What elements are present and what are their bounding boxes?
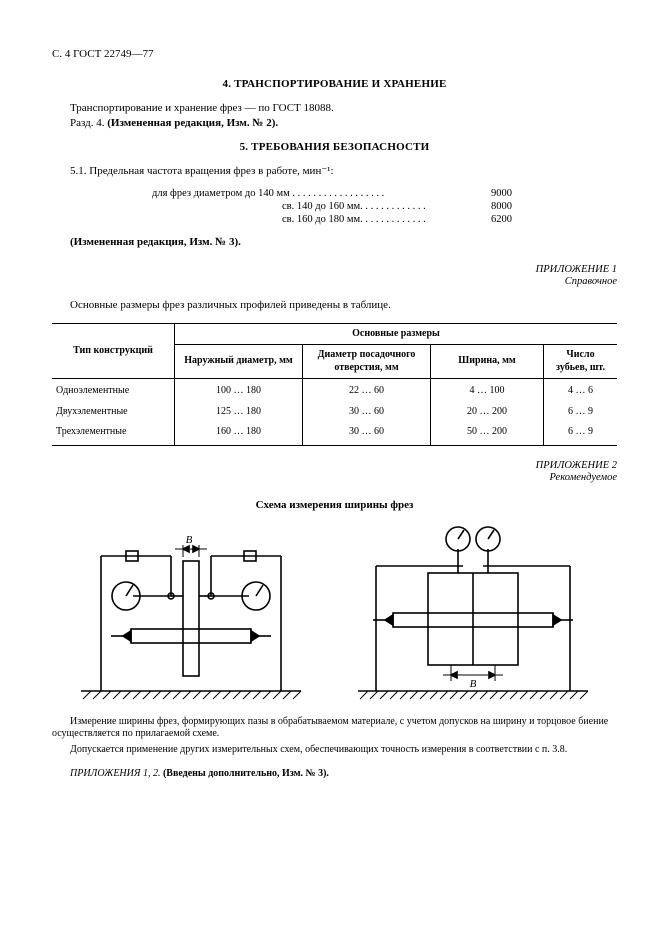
td-w-0: 4 … 100 [431, 379, 544, 402]
appendix1-title: ПРИЛОЖЕНИЕ 1 [52, 264, 617, 277]
td-z-0: 4 … 6 [544, 379, 618, 402]
freq-label-0: для фрез диаметром до 140 мм . . . . . .… [152, 187, 442, 200]
td-d-1: 125 … 180 [175, 402, 303, 423]
freq-val-0: 9000 [462, 187, 512, 200]
appendix2-p1: Измерение ширины фрез, формирующих пазы … [52, 716, 617, 741]
section4-line2a: Разд. 4. [70, 117, 107, 129]
appendix2-head: ПРИЛОЖЕНИЕ 2 Рекомендуемое [52, 460, 617, 485]
appendix1-sub: Справочное [52, 276, 617, 289]
appendix2-p3: ПРИЛОЖЕНИЯ 1, 2. (Введены дополнительно,… [52, 768, 617, 781]
th-col-3: Число зубьев, шт. [544, 345, 618, 379]
freq-label-2: св. 160 до 180 мм. . . . . . . . . . . .… [152, 213, 478, 226]
freq-val-2: 6200 [478, 213, 512, 226]
section4-line2: Разд. 4. (Измененная редакция, Изм. № 2)… [52, 117, 617, 131]
freq-val-1: 8000 [478, 200, 512, 213]
section5-changed: (Измененная редакция, Изм. № 3). [52, 236, 617, 250]
appendix2-title: ПРИЛОЖЕНИЕ 2 [52, 460, 617, 473]
diagram-a: В [71, 521, 311, 706]
page-header: С. 4 ГОСТ 22749—77 [52, 48, 617, 62]
section5-lead: 5.1. Предельная частота вращения фрез в … [52, 165, 617, 179]
section5-title: 5. ТРЕБОВАНИЯ БЕЗОПАСНОСТИ [52, 141, 617, 155]
td-w-2: 50 … 200 [431, 422, 544, 445]
appendix1-lead: Основные размеры фрез различных профилей… [52, 299, 617, 313]
appendix2-sub: Рекомендуемое [52, 472, 617, 485]
td-type-2: Трехэлементные [52, 422, 175, 445]
td-bore-0: 22 … 60 [303, 379, 431, 402]
td-z-2: 6 … 9 [544, 422, 618, 445]
appendix1-head: ПРИЛОЖЕНИЕ 1 Справочное [52, 264, 617, 289]
dim-b-b: В [470, 678, 477, 690]
appendix2-p3b: (Введены дополнительно, Изм. № 3). [163, 768, 329, 779]
td-bore-1: 30 … 60 [303, 402, 431, 423]
th-col-1: Диаметр посадочного отверстия, мм [303, 345, 431, 379]
section4-title: 4. ТРАНСПОРТИРОВАНИЕ И ХРАНЕНИЕ [52, 78, 617, 92]
td-w-1: 20 … 200 [431, 402, 544, 423]
diagram-b: В [348, 521, 598, 706]
td-d-0: 100 … 180 [175, 379, 303, 402]
diagrams: В [52, 521, 617, 706]
td-d-2: 160 … 180 [175, 422, 303, 445]
appendix2-p3a: ПРИЛОЖЕНИЯ 1, 2. [70, 768, 163, 779]
th-col-2: Ширина, мм [431, 345, 544, 379]
section4-line1: Транспортирование и хранение фрез — по Г… [52, 102, 617, 116]
th-group: Основные размеры [175, 323, 618, 345]
diagram-title: Схема измерения ширины фрез [52, 499, 617, 513]
appendix2-p2: Допускается применение других измеритель… [52, 744, 617, 757]
td-z-1: 6 … 9 [544, 402, 618, 423]
freq-label-1: св. 140 до 160 мм. . . . . . . . . . . .… [152, 200, 478, 213]
th-type: Тип конструкций [52, 323, 175, 379]
dim-b-a: В [185, 534, 192, 546]
appendix1-table: Тип конструкций Основные размеры Наружны… [52, 323, 617, 446]
td-type-0: Одноэлементные [52, 379, 175, 402]
freq-table: для фрез диаметром до 140 мм . . . . . .… [152, 187, 512, 226]
td-bore-2: 30 … 60 [303, 422, 431, 445]
td-type-1: Двухэлементные [52, 402, 175, 423]
section4-line2b: (Измененная редакция, Изм. № 2). [107, 117, 278, 129]
th-col-0: Наружный диаметр, мм [175, 345, 303, 379]
